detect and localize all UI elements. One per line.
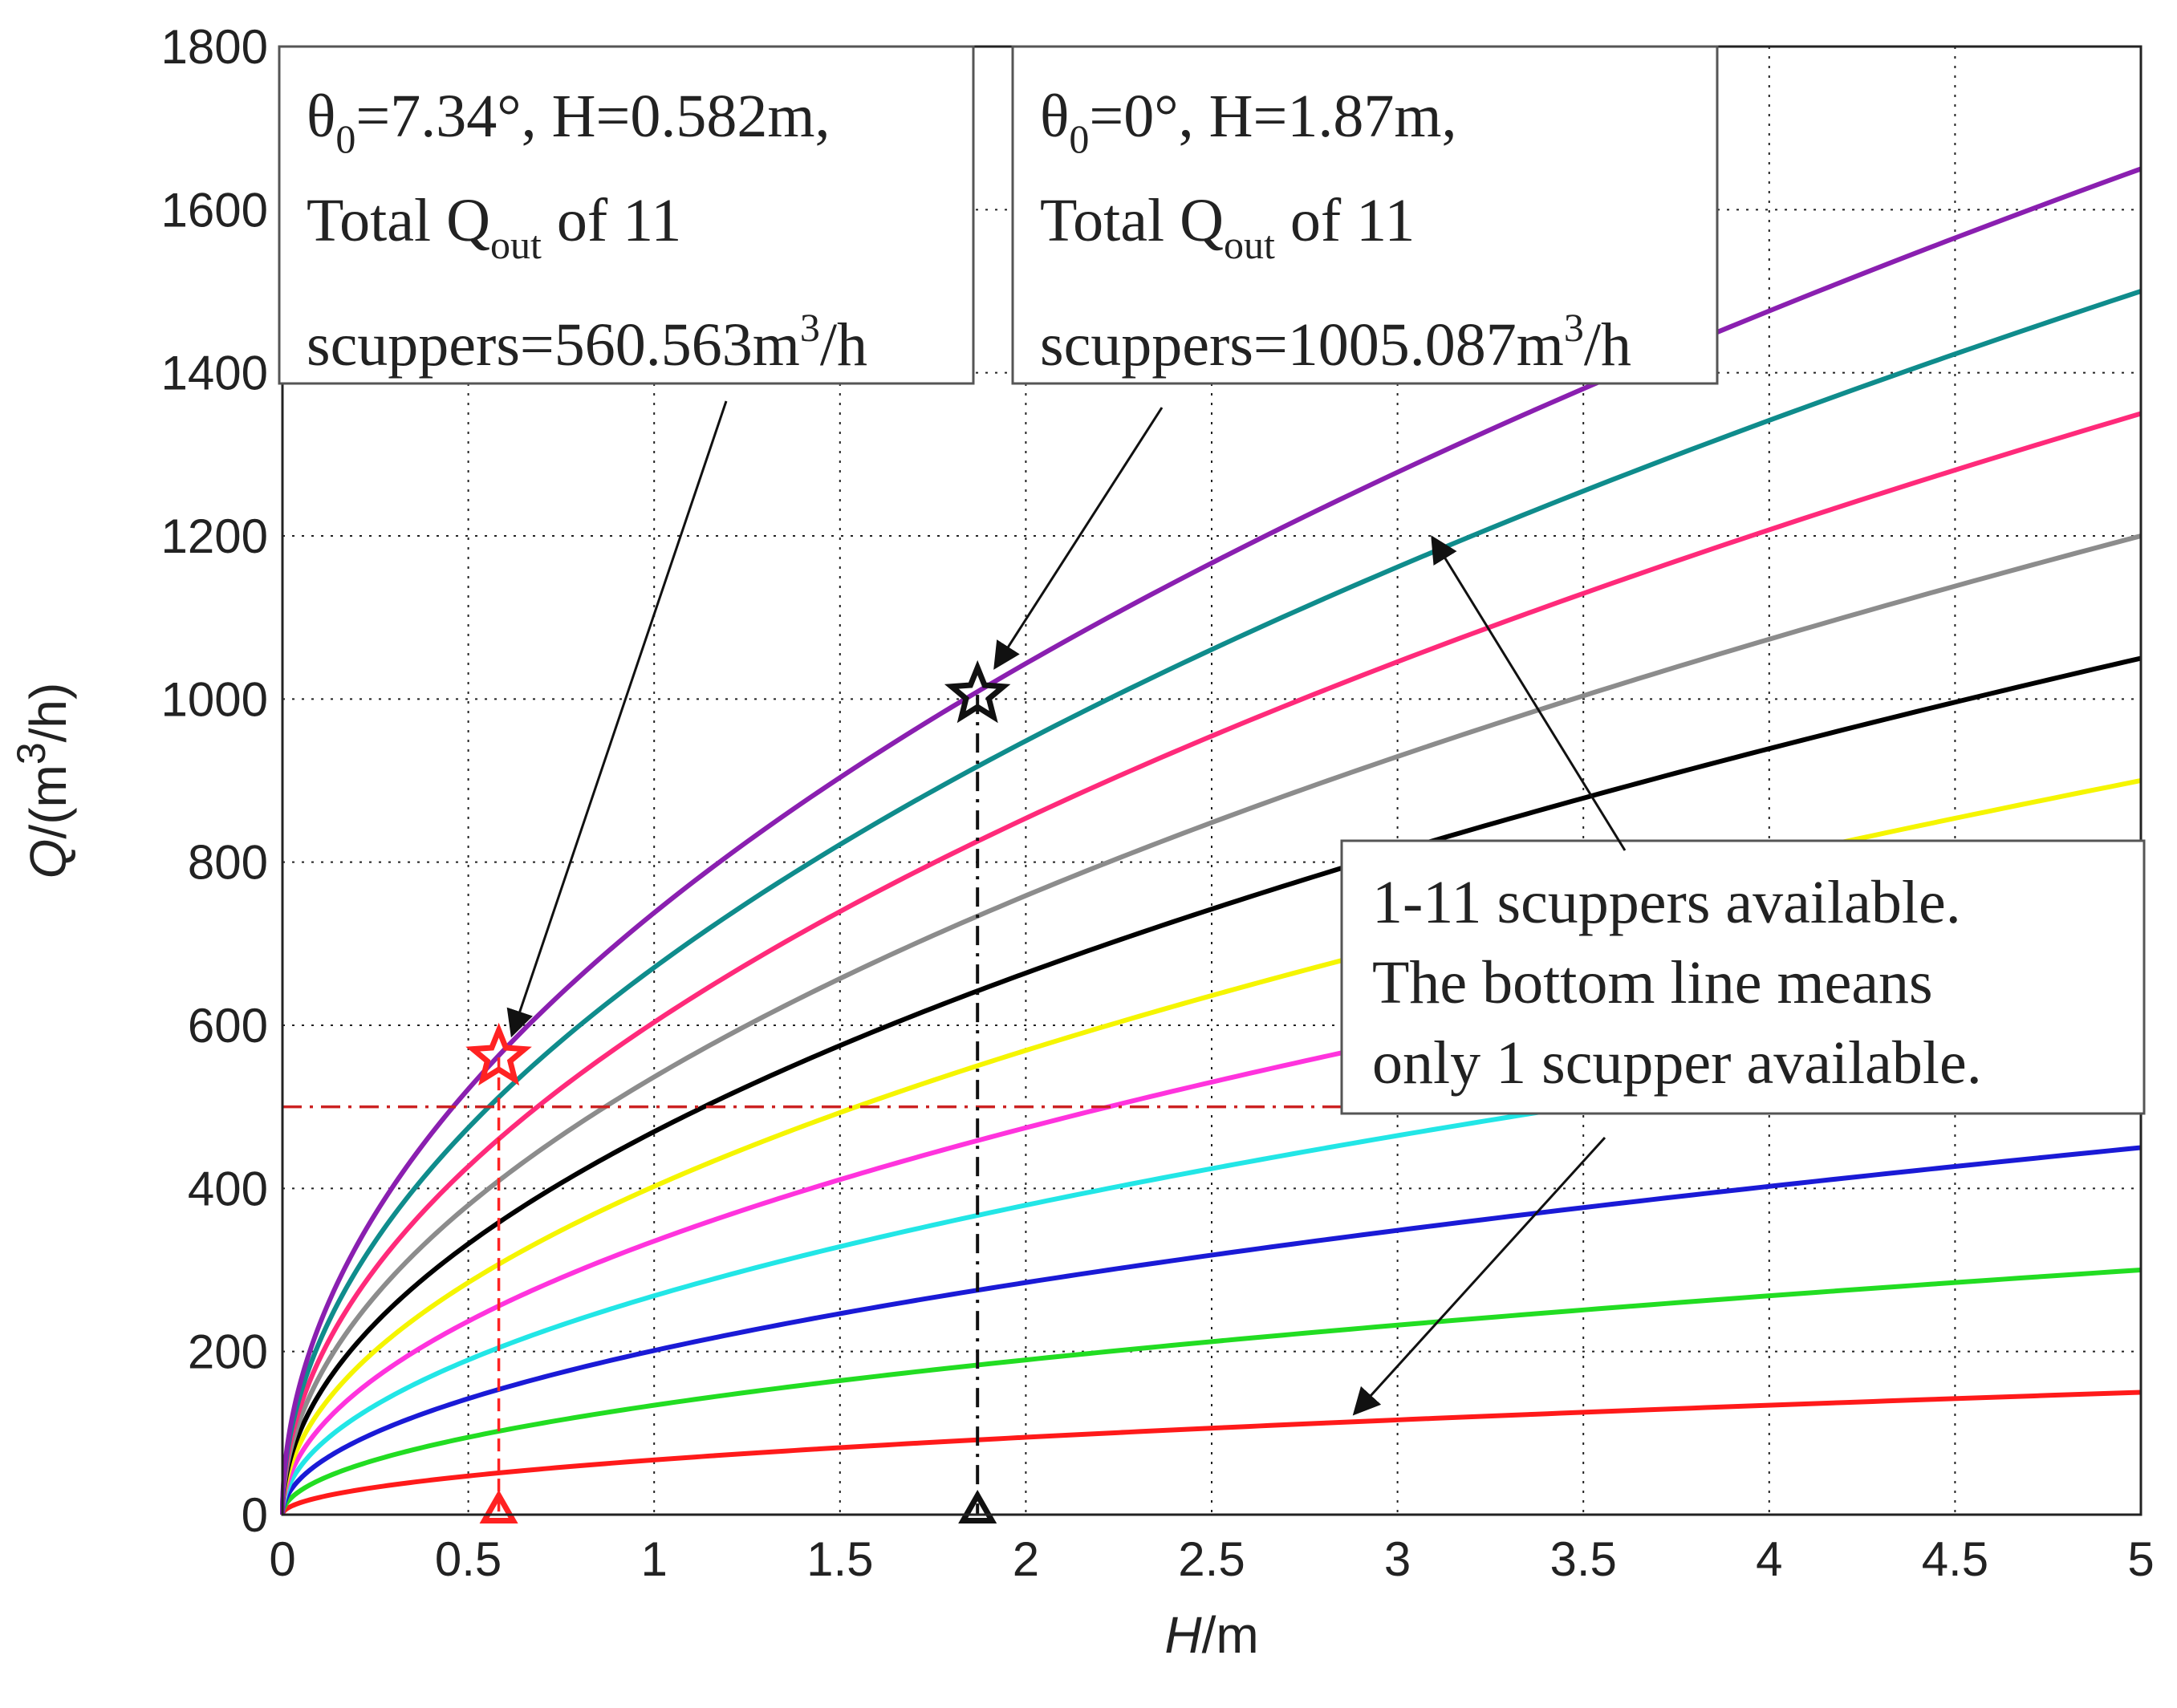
annotation-3-line-1: 1-11 scuppers available.: [1372, 869, 1961, 936]
tick-labels: 0 0.5 1 1.5 2 2.5 3 3.5 4 4.5 5 0 200 400 600 800 1000 12…: [161, 20, 2155, 1586]
black-star-marker: [944, 659, 1011, 724]
x-tick-label: 1: [641, 1532, 668, 1586]
annotation-box-2: θ0=0°, H=1.87m, Total Qout of 11 scupper…: [1011, 45, 1719, 385]
arrow-to-black-star: [993, 407, 1164, 670]
series-line-8: [280, 533, 2142, 1515]
y-tick-label: 0: [242, 1488, 268, 1542]
series-line-1: [280, 1390, 2142, 1517]
x-tick-label: 3: [1384, 1532, 1411, 1586]
annotation-2-line-2: Total Qout of 11: [1040, 187, 1415, 267]
annotation-1-line-1: θ0=7.34°, H=0.582m,: [307, 83, 831, 161]
annotation-1-line-2: Total Qout of 11: [307, 187, 681, 267]
series-line-10: [280, 289, 2142, 1515]
annotation-box-1: θ0=7.34°, H=0.582m, Total Qout of 11 scu…: [278, 45, 975, 385]
y-tick-label: 1400: [161, 347, 268, 400]
series-line-7: [280, 655, 2142, 1515]
x-tick-label: 3.5: [1549, 1532, 1616, 1586]
y-axis-label: Q/(m3/h): [9, 683, 77, 879]
markers-group: [465, 659, 1011, 1523]
red-star-marker: [465, 1022, 532, 1086]
black-triangle-marker: [958, 1489, 997, 1523]
series-line-11: [280, 166, 2142, 1515]
annotation-2-line-3: scuppers=1005.087m3/h: [1040, 305, 1631, 379]
series-line-3: [280, 1145, 2142, 1516]
annotation-3-line-2: The bottom line means: [1372, 949, 1933, 1016]
annotation-box-3: 1-11 scuppers available. The bottom line…: [1340, 839, 2146, 1115]
x-axis-label: H/m: [1164, 1606, 1258, 1664]
y-tick-label: 400: [188, 1162, 268, 1215]
y-tick-label: 1800: [161, 20, 268, 74]
y-tick-label: 1200: [161, 509, 268, 563]
annotation-3-line-3: only 1 scupper available.: [1372, 1029, 1982, 1097]
red-triangle-marker: [479, 1489, 518, 1523]
arrow-to-top-curves: [1431, 535, 1627, 851]
series-line-2: [280, 1268, 2142, 1516]
x-tick-label: 4: [1756, 1532, 1782, 1586]
y-tick-label: 1000: [161, 672, 268, 726]
series-line-9: [280, 411, 2142, 1515]
arrow-to-red-star: [506, 400, 728, 1038]
arrow-to-bottom-line: [1352, 1136, 1606, 1416]
y-tick-label: 200: [188, 1325, 268, 1379]
x-tick-label: 0: [269, 1532, 295, 1586]
x-tick-label: 1.5: [806, 1532, 873, 1586]
x-tick-label: 5: [2127, 1532, 2154, 1586]
x-tick-label: 2: [1013, 1532, 1039, 1586]
x-tick-label: 0.5: [435, 1532, 502, 1586]
x-tick-label: 2.5: [1178, 1532, 1245, 1586]
annotation-2-line-1: θ0=0°, H=1.87m,: [1040, 83, 1457, 161]
x-tick-label: 4.5: [1922, 1532, 1988, 1586]
y-tick-label: 800: [188, 836, 268, 890]
annotation-1-line-3: scuppers=560.563m3/h: [307, 305, 867, 379]
y-tick-label: 1600: [161, 183, 268, 237]
arrows: [506, 400, 1627, 1416]
y-tick-label: 600: [188, 999, 268, 1053]
